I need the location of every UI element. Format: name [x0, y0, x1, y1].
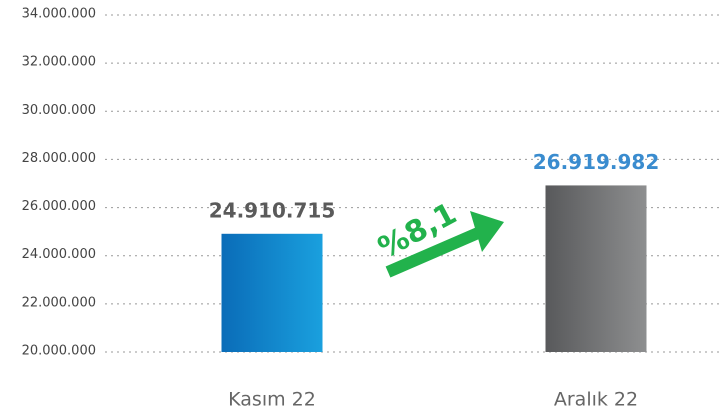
y-tick-label: 32.000.000: [22, 55, 96, 70]
growth-arrow: [385, 211, 504, 278]
value-label: 26.919.982: [533, 150, 660, 174]
y-tick-label: 34.000.000: [22, 7, 96, 22]
y-tick-label: 20.000.000: [22, 344, 96, 359]
y-tick-label: 24.000.000: [22, 247, 96, 262]
value-label: 24.910.715: [209, 198, 336, 222]
x-tick-label: Kasım 22: [228, 389, 316, 411]
y-tick-label: 22.000.000: [22, 295, 96, 310]
y-tick-label: 26.000.000: [22, 199, 96, 214]
y-tick-label: 30.000.000: [22, 103, 96, 118]
x-tick-label: Aralık 22: [554, 389, 638, 411]
bar: [221, 233, 323, 352]
bar: [545, 185, 647, 352]
y-tick-label: 28.000.000: [22, 151, 96, 166]
